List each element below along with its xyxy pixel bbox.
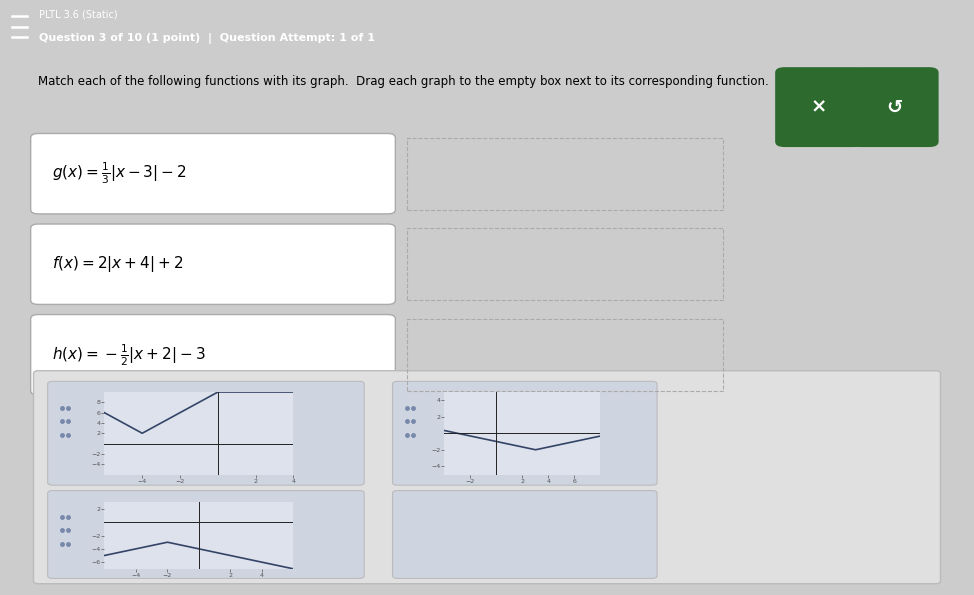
FancyBboxPatch shape [393,381,657,485]
Text: $g(x)=\frac{1}{3}|x-3|-2$: $g(x)=\frac{1}{3}|x-3|-2$ [53,161,187,186]
FancyBboxPatch shape [48,490,364,578]
Text: Question 3 of 10 (1 point)  |  Question Attempt: 1 of 1: Question 3 of 10 (1 point) | Question At… [39,33,375,44]
Text: Match each of the following functions with its graph.  Drag each graph to the em: Match each of the following functions wi… [38,75,769,88]
Text: $h(x)=-\frac{1}{2}|x+2|-3$: $h(x)=-\frac{1}{2}|x+2|-3$ [53,342,206,368]
FancyBboxPatch shape [30,133,395,214]
Text: $f(x)=2|x+4|+2$: $f(x)=2|x+4|+2$ [53,254,184,274]
Text: ↺: ↺ [886,98,903,117]
FancyBboxPatch shape [33,371,941,584]
FancyBboxPatch shape [850,67,939,147]
Text: PLTL 3.6 (Static): PLTL 3.6 (Static) [39,10,118,20]
FancyBboxPatch shape [30,224,395,305]
FancyBboxPatch shape [775,67,863,147]
FancyBboxPatch shape [30,315,395,395]
Text: ×: × [811,98,827,117]
FancyBboxPatch shape [393,490,657,578]
FancyBboxPatch shape [48,381,364,485]
